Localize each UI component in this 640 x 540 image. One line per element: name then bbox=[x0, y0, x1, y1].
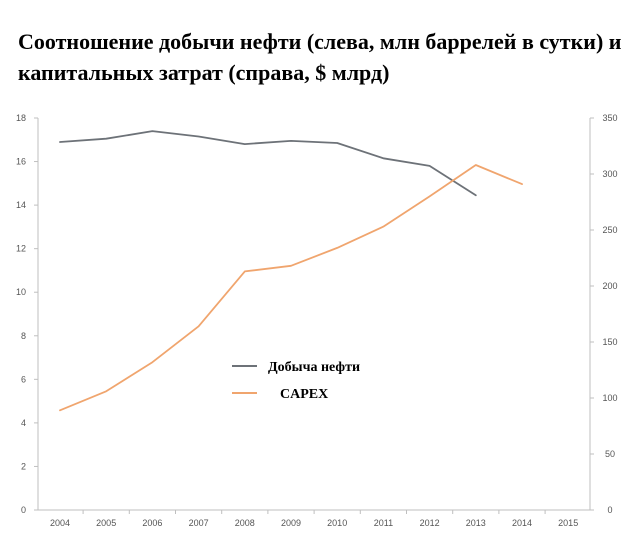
y-left-tick-label: 8 bbox=[21, 331, 26, 341]
y-right-tick-label: 100 bbox=[602, 393, 617, 403]
series-line-oil bbox=[59, 130, 477, 197]
y-left-tick-label: 0 bbox=[21, 505, 26, 515]
x-tick-label: 2015 bbox=[558, 518, 578, 528]
chart-series bbox=[59, 130, 523, 412]
x-tick-label: 2013 bbox=[466, 518, 486, 528]
legend-label-capex: CAPEX bbox=[280, 387, 328, 402]
x-tick-label: 2012 bbox=[420, 518, 440, 528]
x-tick-label: 2006 bbox=[142, 518, 162, 528]
x-tick-label: 2011 bbox=[374, 518, 393, 528]
y-left-tick-label: 2 bbox=[21, 461, 26, 471]
y-right-tick-label: 200 bbox=[602, 281, 617, 291]
y-right-tick-label: 50 bbox=[605, 449, 615, 459]
y-right-tick-label: 150 bbox=[602, 337, 617, 347]
y-right-tick-label: 250 bbox=[602, 225, 617, 235]
y-right-tick-label: 300 bbox=[602, 169, 617, 179]
y-right-tick-label: 0 bbox=[607, 505, 612, 515]
y-left-tick-label: 4 bbox=[21, 418, 26, 428]
x-tick-label: 2005 bbox=[96, 518, 116, 528]
x-tick-label: 2008 bbox=[235, 518, 255, 528]
y-left-tick-label: 12 bbox=[16, 244, 26, 254]
y-right-tick-label: 350 bbox=[602, 113, 617, 123]
x-tick-label: 2009 bbox=[281, 518, 301, 528]
y-left-tick-label: 18 bbox=[16, 113, 26, 123]
x-tick-label: 2007 bbox=[189, 518, 209, 528]
y-left-tick-label: 14 bbox=[16, 200, 26, 210]
y-left-tick-label: 10 bbox=[16, 287, 26, 297]
legend-label-oil: Добыча нефти bbox=[268, 360, 360, 375]
x-tick-label: 2004 bbox=[50, 518, 70, 528]
y-left-tick-label: 16 bbox=[16, 157, 26, 167]
chart-legend: Добыча нефти CAPEX bbox=[232, 360, 360, 402]
chart-axes: 0 2 4 6 8 10 12 14 16 18 0 50 100 150 200 250 300 350 2004… bbox=[16, 113, 618, 528]
x-tick-label: 2014 bbox=[512, 518, 532, 528]
series-line-capex bbox=[59, 164, 523, 412]
y-left-tick-label: 6 bbox=[21, 374, 26, 384]
x-tick-label: 2010 bbox=[327, 518, 347, 528]
chart-title: Соотношение добычи нефти (слева, млн бар… bbox=[18, 29, 622, 85]
